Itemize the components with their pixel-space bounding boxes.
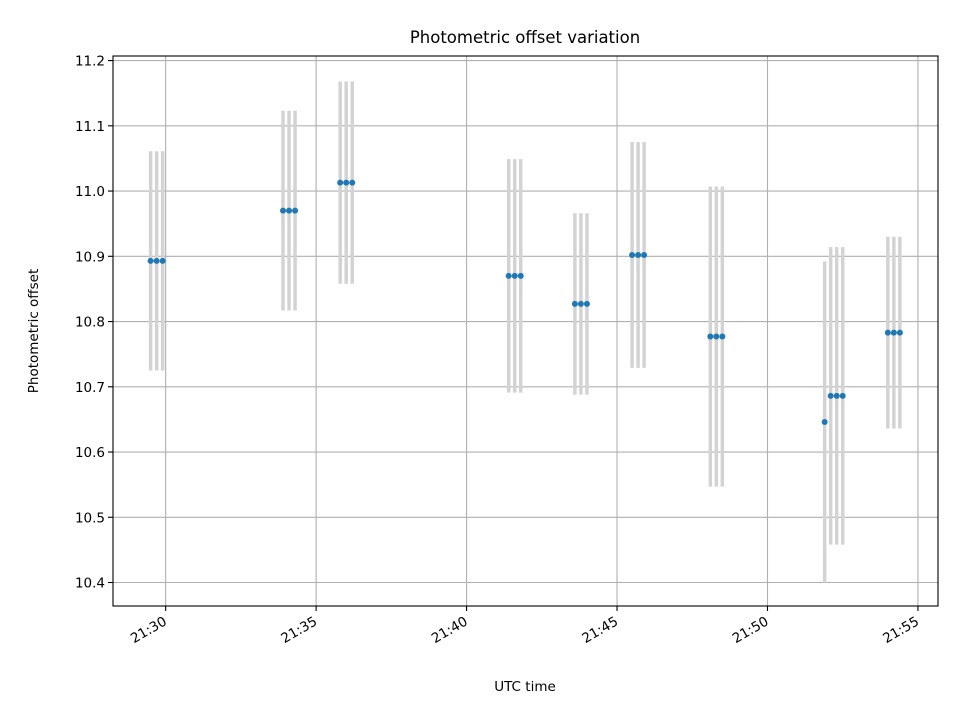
- y-tick-label: 10.8: [75, 315, 105, 331]
- data-point: [159, 257, 166, 264]
- data-point: [577, 300, 584, 307]
- data-point: [896, 329, 903, 336]
- error-bars: [148, 81, 902, 583]
- x-tick-label: 21:35: [278, 614, 320, 647]
- data-point: [337, 179, 344, 186]
- y-tick-label: 10.5: [75, 510, 105, 526]
- x-tick-label: 21:30: [128, 614, 170, 647]
- data-points: [147, 179, 903, 426]
- data-point: [629, 251, 636, 258]
- x-tick-label: 21:40: [429, 614, 471, 647]
- x-tick-label: 21:50: [730, 614, 772, 647]
- data-point: [641, 251, 648, 258]
- y-axis-label: Photometric offset: [26, 269, 42, 393]
- data-point: [827, 392, 834, 399]
- y-tick-label: 10.7: [75, 380, 105, 396]
- grid: [113, 56, 938, 606]
- y-tick-label: 10.9: [75, 249, 105, 265]
- data-point: [719, 333, 726, 340]
- y-tick-label: 10.4: [75, 576, 105, 592]
- data-point: [571, 300, 578, 307]
- data-point: [511, 272, 518, 279]
- x-axis-ticks: 21:30 21:35 21:40 21:45 21:50 21:55: [128, 606, 922, 647]
- data-point: [833, 392, 840, 399]
- chart-title: Photometric offset variation: [410, 28, 640, 47]
- data-point: [147, 257, 154, 264]
- data-point: [713, 333, 720, 340]
- y-tick-label: 11.0: [75, 184, 105, 200]
- x-tick-label: 21:55: [880, 614, 922, 647]
- y-tick-label: 11.1: [75, 119, 105, 135]
- data-point: [505, 272, 512, 279]
- y-tick-label: 10.6: [75, 445, 105, 461]
- data-point: [707, 333, 714, 340]
- data-point: [890, 329, 897, 336]
- data-point: [839, 392, 846, 399]
- x-tick-label: 21:45: [579, 614, 621, 647]
- y-axis-ticks: 10.4 10.5 10.6 10.7 10.8 10.9 11.0 11.1 11.2: [75, 54, 113, 592]
- plot-frame: [112, 55, 939, 607]
- data-point: [292, 207, 299, 214]
- y-tick-label: 11.2: [75, 54, 105, 70]
- x-axis-label: UTC time: [494, 679, 556, 695]
- data-point: [280, 207, 287, 214]
- data-point: [821, 419, 828, 426]
- data-point: [286, 207, 293, 214]
- data-point: [517, 272, 524, 279]
- data-point: [153, 257, 160, 264]
- data-point: [583, 300, 590, 307]
- data-point: [349, 179, 356, 186]
- data-point: [884, 329, 891, 336]
- data-point: [635, 251, 642, 258]
- data-point: [343, 179, 350, 186]
